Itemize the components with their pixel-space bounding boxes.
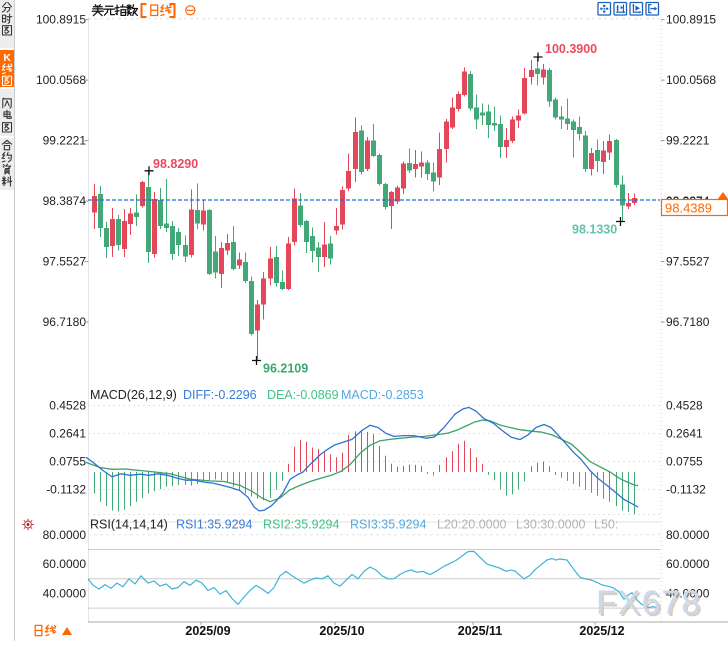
svg-text:40.0000: 40.0000 (666, 586, 710, 600)
svg-text:60.0000: 60.0000 (666, 557, 710, 571)
svg-text:100.8915: 100.8915 (36, 13, 86, 27)
svg-text:DEA:-0.0869: DEA:-0.0869 (267, 388, 339, 402)
svg-text:40.0000: 40.0000 (43, 586, 87, 600)
svg-text:2025/09: 2025/09 (185, 624, 230, 638)
svg-text:100.3900: 100.3900 (545, 42, 597, 56)
svg-text:L50:: L50: (594, 518, 618, 532)
svg-text:98.8290: 98.8290 (153, 157, 198, 171)
svg-text:0.0755: 0.0755 (666, 455, 703, 469)
svg-text:100.8915: 100.8915 (666, 13, 716, 27)
svg-text:RSI2:35.9294: RSI2:35.9294 (263, 518, 339, 532)
svg-text:80.0000: 80.0000 (43, 528, 87, 542)
svg-text:FX678: FX678 (596, 584, 701, 622)
svg-text:99.2221: 99.2221 (43, 134, 87, 148)
svg-text:MACD:-0.2853: MACD:-0.2853 (341, 388, 424, 402)
svg-text:FX678: FX678 (598, 586, 703, 624)
svg-text:2025/12: 2025/12 (579, 624, 624, 638)
svg-text:0.4528: 0.4528 (666, 399, 703, 413)
svg-text:-0.1132: -0.1132 (46, 483, 86, 497)
svg-text:MACD(26,12,9): MACD(26,12,9) (90, 388, 177, 402)
svg-text:0.2641: 0.2641 (49, 427, 86, 441)
svg-text:L30:30.0000: L30:30.0000 (516, 518, 586, 532)
svg-text:98.3874: 98.3874 (43, 194, 87, 208)
svg-text:2025/11: 2025/11 (458, 624, 503, 638)
svg-text:0.0755: 0.0755 (49, 455, 86, 469)
svg-text:98.4389: 98.4389 (665, 201, 712, 216)
svg-text:97.5527: 97.5527 (43, 255, 87, 269)
svg-text:100.0568: 100.0568 (666, 73, 716, 87)
svg-text:99.2221: 99.2221 (666, 134, 710, 148)
svg-text:-0.1132: -0.1132 (666, 483, 706, 497)
svg-text:80.0000: 80.0000 (666, 528, 710, 542)
svg-text:RSI3:35.9294: RSI3:35.9294 (350, 518, 426, 532)
svg-text:0.2641: 0.2641 (666, 427, 703, 441)
svg-text:0.4528: 0.4528 (49, 399, 86, 413)
svg-text:96.7180: 96.7180 (666, 315, 710, 329)
svg-text:98.1330: 98.1330 (572, 223, 617, 237)
svg-text:96.2109: 96.2109 (263, 362, 308, 376)
svg-text:RSI1:35.9294: RSI1:35.9294 (176, 518, 252, 532)
svg-text:100.0568: 100.0568 (36, 73, 86, 87)
svg-text:L20:20.0000: L20:20.0000 (437, 518, 507, 532)
svg-text:97.5527: 97.5527 (666, 255, 710, 269)
svg-text:RSI(14,14,14): RSI(14,14,14) (90, 518, 168, 532)
svg-text:DIFF:-0.2296: DIFF:-0.2296 (183, 388, 257, 402)
svg-text:96.7180: 96.7180 (43, 315, 87, 329)
svg-text:K: K (3, 52, 11, 64)
svg-text:60.0000: 60.0000 (43, 557, 87, 571)
svg-text:2025/10: 2025/10 (319, 624, 364, 638)
